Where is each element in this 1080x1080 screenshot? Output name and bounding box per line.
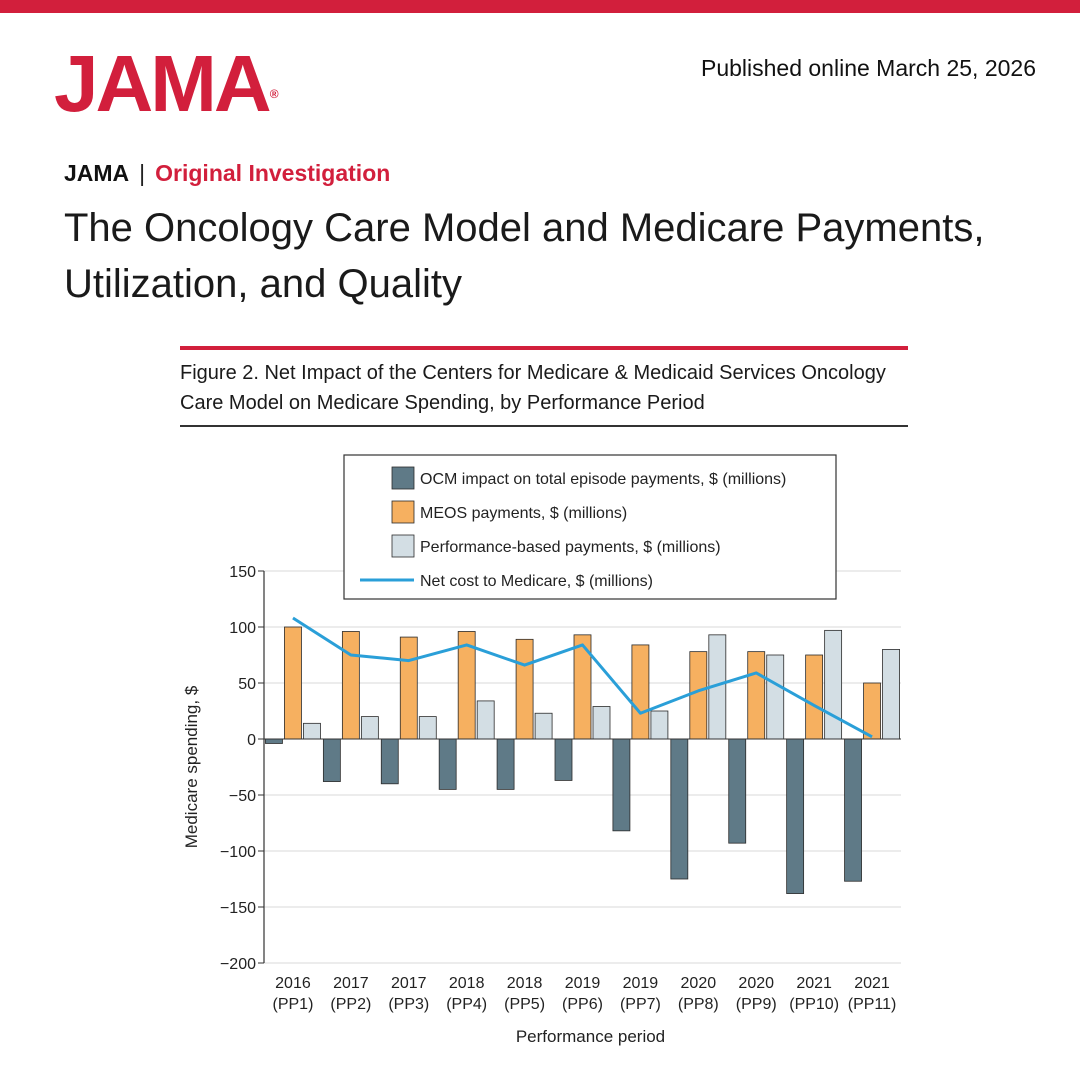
y-tick-label: −200 xyxy=(220,956,256,973)
legend-ocm-swatch xyxy=(391,466,415,490)
figure-top-rule xyxy=(180,346,908,350)
meos-bar xyxy=(341,631,360,740)
ocm-bar xyxy=(844,738,862,882)
x-tick-label: 2020 xyxy=(738,975,774,992)
y-tick-label: 100 xyxy=(229,620,256,637)
performance-bar xyxy=(824,629,843,740)
separator: | xyxy=(139,160,146,186)
ocm-bar xyxy=(554,738,573,781)
x-tick-label: 2019 xyxy=(565,975,601,992)
legend-performance-label: Performance-based payments, $ (millions) xyxy=(420,539,721,556)
meos-bar xyxy=(399,636,418,740)
x-tick-label: (PP2) xyxy=(330,996,371,1013)
y-tick-label: −150 xyxy=(220,900,256,917)
article-title: The Oncology Care Model and Medicare Pay… xyxy=(64,206,985,306)
performance-bar xyxy=(592,706,611,740)
x-tick-label: 2017 xyxy=(391,975,427,992)
x-tick-label: (PP5) xyxy=(504,996,545,1013)
ocm-bar xyxy=(728,738,747,844)
ocm-bar xyxy=(612,738,631,832)
x-tick-label: 2018 xyxy=(449,975,485,992)
section-label: Original Investigation xyxy=(155,160,391,186)
x-tick-label: (PP11) xyxy=(848,996,897,1013)
x-tick-label: 2021 xyxy=(854,975,890,992)
performance-bar xyxy=(418,716,437,740)
x-tick-label: 2020 xyxy=(681,975,717,992)
y-tick-label: −100 xyxy=(220,844,256,861)
performance-bar xyxy=(303,722,321,740)
meos-bar xyxy=(805,654,824,740)
x-tick-label: (PP4) xyxy=(446,996,487,1013)
meos-bar xyxy=(515,638,534,740)
ocm-bar xyxy=(265,738,283,744)
y-tick-label: −50 xyxy=(229,788,256,805)
net-cost-line xyxy=(292,616,873,739)
performance-bar xyxy=(360,716,379,740)
legend-performance-swatch xyxy=(391,534,415,558)
y-tick-label: 0 xyxy=(247,732,256,749)
y-axis-title: Medicare spending, $ xyxy=(182,685,201,848)
y-tick-label: 150 xyxy=(229,564,256,581)
performance-bar xyxy=(534,712,553,740)
legend-ocm-label: OCM impact on total episode payments, $ … xyxy=(420,471,786,488)
figure-caption-rule xyxy=(180,425,908,427)
figure-caption: Figure 2. Net Impact of the Centers for … xyxy=(180,362,886,414)
performance-bar xyxy=(882,649,900,740)
x-tick-label: (PP1) xyxy=(273,996,314,1013)
legend-net-cost-label: Net cost to Medicare, $ (millions) xyxy=(420,573,653,590)
ocm-bar xyxy=(496,738,515,790)
ocm-bar xyxy=(380,738,399,785)
journal-section-line: JAMA | Original Investigation xyxy=(64,160,390,187)
top-accent-bar xyxy=(0,0,1080,13)
meos-bar xyxy=(863,682,881,740)
x-tick-label: (PP6) xyxy=(562,996,603,1013)
x-tick-label: (PP10) xyxy=(789,996,839,1013)
x-tick-label: (PP9) xyxy=(736,996,777,1013)
x-tick-label: (PP7) xyxy=(620,996,661,1013)
y-tick-label: 50 xyxy=(238,676,256,693)
ocm-bar xyxy=(322,738,341,782)
legend-box xyxy=(343,454,837,600)
x-tick-label: 2019 xyxy=(623,975,659,992)
meos-bar xyxy=(631,644,650,740)
meos-bar xyxy=(747,651,766,740)
meos-bar xyxy=(284,626,302,740)
jama-logo: JAMA® xyxy=(54,39,279,128)
x-tick-label: 2021 xyxy=(796,975,832,992)
performance-bar xyxy=(650,710,669,740)
x-tick-label: (PP3) xyxy=(388,996,429,1013)
performance-bar xyxy=(766,654,785,740)
x-tick-label: 2016 xyxy=(275,975,311,992)
published-date: Published online March 25, 2026 xyxy=(700,55,1036,81)
ocm-bar xyxy=(786,738,805,894)
legend-meos-label: MEOS payments, $ (millions) xyxy=(420,505,627,522)
ocm-bar xyxy=(670,738,689,880)
legend-meos-swatch xyxy=(391,500,415,524)
x-tick-label: 2018 xyxy=(507,975,543,992)
ocm-bar xyxy=(438,738,457,790)
x-tick-label: 2017 xyxy=(333,975,369,992)
journal-name: JAMA xyxy=(64,160,130,186)
meos-bar xyxy=(689,651,708,740)
performance-bar xyxy=(476,700,495,740)
x-axis-title: Performance period xyxy=(516,1027,665,1046)
x-tick-label: (PP8) xyxy=(678,996,719,1013)
